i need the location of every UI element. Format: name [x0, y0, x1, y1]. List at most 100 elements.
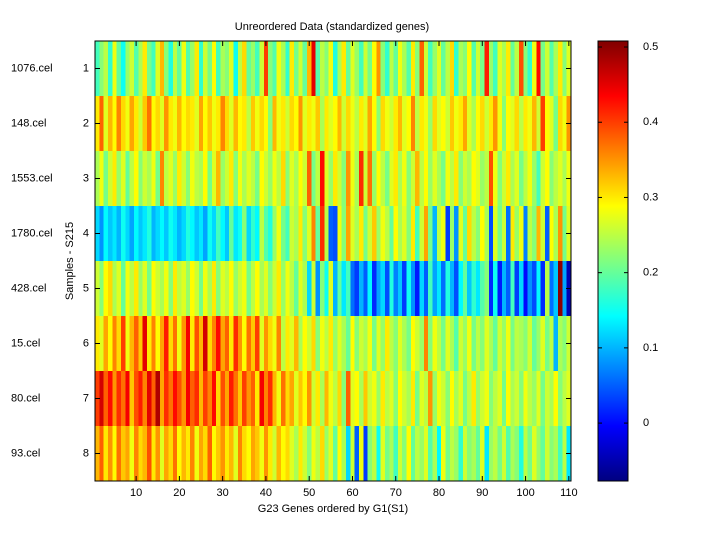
heatmap-cell: [380, 371, 386, 427]
heatmap-cell: [363, 206, 369, 262]
heatmap-cell: [112, 206, 118, 262]
heatmap-cell: [164, 41, 169, 97]
heatmap-cell: [103, 261, 109, 317]
heatmap-cell: [133, 41, 139, 97]
heatmap-cell: [333, 426, 338, 482]
heatmap-cell: [302, 151, 308, 207]
heatmap-cell: [281, 316, 286, 372]
heatmap-cell: [120, 371, 126, 427]
heatmap-cell: [475, 151, 481, 207]
heatmap-cell: [324, 371, 330, 427]
heatmap-cell: [177, 206, 182, 262]
heatmap-cell: [423, 206, 429, 262]
heatmap-cell: [333, 41, 338, 97]
heatmap-cell: [376, 426, 381, 482]
heatmap-cell: [164, 151, 169, 207]
heatmap-cell: [255, 41, 260, 97]
heatmap-cell: [363, 261, 369, 317]
heatmap-cell: [298, 261, 304, 317]
heatmap-cell: [406, 371, 412, 427]
heatmap-cell: [488, 96, 494, 152]
heatmap-cell: [514, 206, 520, 262]
heatmap-cell: [384, 96, 390, 152]
heatmap-cell: [281, 261, 286, 317]
heatmap-cell: [471, 96, 477, 152]
heatmap-cell: [211, 96, 217, 152]
heatmap-cell: [488, 206, 494, 262]
heatmap-cell: [415, 151, 420, 207]
heatmap-cell: [155, 41, 161, 97]
plot-frame: [94, 40, 572, 482]
heatmap-cell: [345, 261, 351, 317]
heatmap-cell: [272, 426, 278, 482]
heatmap-cell: [384, 261, 390, 317]
heatmap-cell: [462, 371, 468, 427]
heatmap-cell: [488, 371, 494, 427]
heatmap-cell: [250, 316, 256, 372]
heatmap-cell: [302, 206, 308, 262]
heatmap-cell: [532, 426, 537, 482]
heatmap-cell: [302, 371, 308, 427]
heatmap-cell: [138, 206, 143, 262]
heatmap-cell: [415, 426, 420, 482]
heatmap-cell: [376, 41, 381, 97]
y-tick-label: 2: [83, 117, 89, 129]
heatmap-cell: [497, 316, 503, 372]
heatmap-cell: [142, 206, 148, 262]
heatmap-cell: [311, 426, 317, 482]
colorbar-tick-label: 0.2: [643, 267, 658, 279]
heatmap-cell: [545, 371, 550, 427]
heatmap-cell: [501, 371, 507, 427]
heatmap-cell: [315, 96, 321, 152]
heatmap-cell: [129, 96, 135, 152]
heatmap-cell: [397, 371, 403, 427]
heatmap-cell: [371, 426, 377, 482]
heatmap-cell: [432, 151, 438, 207]
heatmap-cell: [354, 371, 360, 427]
heatmap-cell: [198, 316, 204, 372]
heatmap-cell: [216, 426, 221, 482]
heatmap-cell: [116, 371, 122, 427]
heatmap-cell: [514, 371, 520, 427]
heatmap-cell: [410, 96, 416, 152]
heatmap-cell: [545, 426, 550, 482]
heatmap-cell: [250, 426, 256, 482]
heatmap-cell: [436, 206, 442, 262]
heatmap-cell: [246, 371, 252, 427]
heatmap-cell: [194, 426, 200, 482]
heatmap-cell: [415, 96, 420, 152]
heatmap-cell: [549, 316, 555, 372]
heatmap-cell: [263, 96, 269, 152]
heatmap-cell: [172, 371, 178, 427]
heatmap-cell: [133, 151, 139, 207]
heatmap-cell: [415, 371, 420, 427]
colorbar-tick-label: 0.1: [643, 342, 658, 354]
heatmap-cell: [406, 151, 412, 207]
heatmap-cell: [337, 426, 343, 482]
heatmap-cell: [203, 151, 208, 207]
heatmap-cell: [523, 316, 529, 372]
heatmap-cell: [185, 206, 191, 262]
heatmap-cell: [112, 96, 118, 152]
heatmap-cell: [168, 206, 174, 262]
heatmap-cell: [358, 371, 364, 427]
heatmap-cell: [289, 206, 295, 262]
heatmap-cell: [337, 151, 343, 207]
heatmap-cell: [242, 426, 247, 482]
heatmap-cell: [125, 96, 131, 152]
heatmap-cell: [415, 316, 420, 372]
heatmap-cell: [133, 316, 139, 372]
heatmap-cell: [289, 96, 295, 152]
heatmap-cell: [449, 206, 455, 262]
y-tick-label: 5: [83, 282, 89, 294]
heatmap-cell: [462, 41, 468, 97]
heatmap-cell: [428, 371, 433, 427]
heatmap-cell: [146, 96, 152, 152]
heatmap-cell: [268, 206, 273, 262]
heatmap-cell: [99, 316, 105, 372]
heatmap-cell: [181, 426, 187, 482]
heatmap-cell: [198, 96, 204, 152]
heatmap-cell: [159, 316, 165, 372]
heatmap-cell: [246, 206, 252, 262]
heatmap-cell: [185, 371, 191, 427]
